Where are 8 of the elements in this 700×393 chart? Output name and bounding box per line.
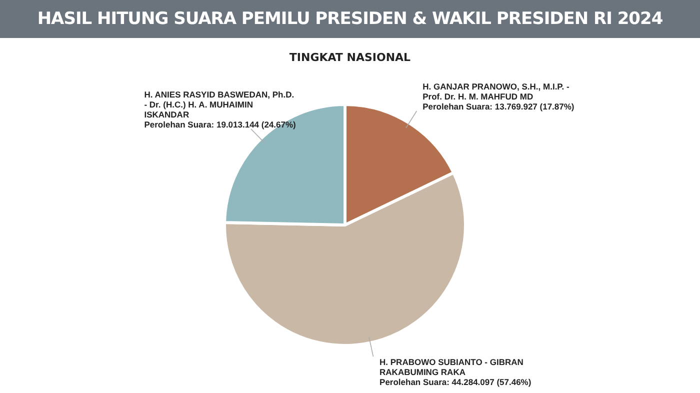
chart-title: HASIL HITUNG SUARA PEMILU PRESIDEN & WAKIL PRESIDEN RI 2024 — [0, 0, 700, 38]
data-label: Perolehan Suara: 44.284.097 (57.46%) — [380, 377, 532, 388]
chart-subtitle: TINGKAT NASIONAL — [288, 51, 412, 64]
slice-label: H. PRABOWO SUBIANTO - GIBRAN RAKABUMING RAKA — [380, 357, 524, 378]
data-label: Perolehan Suara: 13.769.927 (17.87%) — [422, 102, 574, 112]
slice-label: H. GANJAR PRANOWO, S.H., M.I.P. - Prof. Dr. H. M. MAHFUD MD — [422, 82, 570, 102]
data-label: Perolehan Suara: 19.013.144 (24.67%) — [144, 120, 296, 130]
slice-label: H. ANIES RASYID BASWEDAN, Ph.D. - Dr. (H.C.) H. A. MUHAIMIN ISKANDAR — [144, 90, 294, 120]
